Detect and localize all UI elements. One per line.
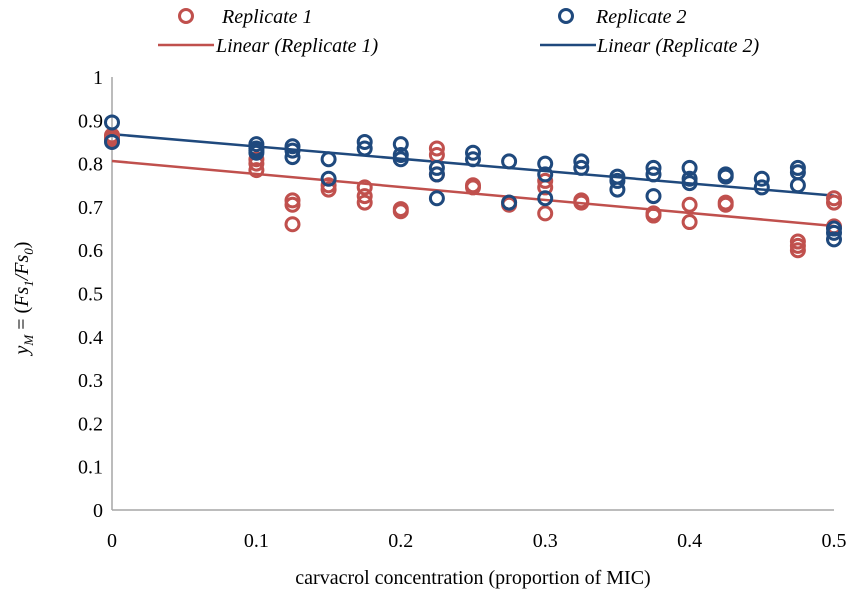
data-point-replicate-1	[826, 194, 842, 211]
data-point-replicate-2	[681, 159, 698, 176]
data-point-replicate-1	[537, 205, 554, 222]
data-point-replicate-2	[537, 190, 554, 207]
data-point-replicate-1	[320, 181, 337, 198]
data-point-replicate-2	[104, 114, 120, 131]
y-tick-label: 1	[93, 67, 103, 89]
data-point-replicate-1	[284, 196, 301, 213]
data-point-replicate-2	[428, 190, 445, 207]
data-point-replicate-2	[609, 172, 626, 189]
y-tick-label: 0.4	[78, 327, 103, 349]
data-point-replicate-1	[573, 194, 590, 211]
data-points	[104, 114, 842, 259]
data-point-replicate-1	[537, 172, 554, 189]
x-tick-label: 0.2	[388, 530, 413, 552]
data-point-replicate-2	[501, 153, 518, 170]
y-tick-label: 0.6	[78, 240, 103, 262]
y-tick-label: 0.2	[78, 413, 103, 435]
legend-marker-replicate-2	[558, 8, 574, 24]
data-point-replicate-2	[717, 168, 734, 185]
data-point-replicate-2	[537, 166, 554, 183]
data-point-replicate-2	[609, 181, 626, 198]
legend: Replicate 1 Replicate 2 Linear (Replicat…	[158, 6, 760, 57]
data-point-replicate-2	[392, 151, 409, 168]
y-tick-label: 0	[93, 500, 103, 522]
y-axis-title: yM = (Fs1/Fs0)	[11, 242, 36, 357]
data-point-replicate-2	[284, 149, 301, 166]
y-tick-label: 0.8	[78, 154, 103, 176]
data-point-replicate-1	[248, 162, 265, 179]
data-point-replicate-2	[284, 142, 301, 159]
legend-marker-replicate-1	[178, 8, 194, 24]
y-tick-label: 0.7	[78, 197, 103, 219]
data-point-replicate-2	[645, 188, 662, 205]
data-point-replicate-1	[789, 242, 806, 259]
data-point-replicate-2	[573, 159, 590, 176]
legend-label-replicate-2: Replicate 2	[595, 6, 687, 28]
data-point-replicate-2	[104, 133, 120, 150]
data-point-replicate-1	[356, 179, 373, 196]
x-axis-ticks: 0 0.1 0.2 0.3 0.4 0.5	[107, 530, 847, 552]
data-point-replicate-2	[465, 144, 481, 161]
data-point-replicate-1	[717, 196, 734, 213]
data-point-replicate-2	[320, 151, 337, 168]
data-point-replicate-2	[356, 133, 373, 150]
data-point-replicate-2	[537, 155, 554, 172]
legend-label-linear-replicate-1: Linear (Replicate 1)	[215, 35, 379, 57]
x-tick-label: 0.4	[677, 530, 702, 552]
data-point-replicate-1	[681, 214, 698, 231]
data-point-replicate-1	[356, 188, 373, 205]
x-tick-label: 0.3	[533, 530, 558, 552]
data-point-replicate-1	[428, 140, 445, 157]
data-point-replicate-2	[248, 144, 265, 161]
data-point-replicate-1	[645, 207, 662, 224]
data-point-replicate-2	[753, 170, 770, 187]
y-tick-label: 0.5	[78, 284, 103, 306]
data-point-replicate-2	[392, 136, 409, 153]
data-point-replicate-2	[645, 166, 662, 183]
data-point-replicate-1	[392, 203, 409, 220]
data-point-replicate-2	[320, 170, 337, 187]
data-point-replicate-2	[681, 175, 698, 192]
data-point-replicate-1	[284, 216, 301, 233]
data-point-replicate-1	[681, 196, 698, 213]
data-point-replicate-2	[465, 151, 481, 168]
data-point-replicate-2	[826, 231, 842, 248]
x-tick-label: 0	[107, 530, 117, 552]
data-point-replicate-1	[356, 194, 373, 211]
data-point-replicate-2	[428, 166, 445, 183]
data-point-replicate-1	[465, 179, 481, 196]
data-point-replicate-2	[501, 194, 518, 211]
x-axis-title: carvacrol concentration (proportion of M…	[295, 567, 650, 589]
data-point-replicate-2	[753, 179, 770, 196]
y-tick-label: 0.1	[78, 457, 103, 479]
legend-label-replicate-1: Replicate 1	[221, 6, 313, 28]
data-point-replicate-2	[789, 177, 806, 194]
y-tick-label: 0.9	[78, 110, 103, 132]
data-point-replicate-2	[428, 159, 445, 176]
x-tick-label: 0.1	[244, 530, 269, 552]
x-tick-label: 0.5	[822, 530, 847, 552]
y-axis-ticks: 0 0.1 0.2 0.3 0.4 0.5 0.6 0.7 0.8 0.9 1	[78, 67, 103, 522]
data-point-replicate-2	[573, 153, 590, 170]
data-point-replicate-2	[826, 224, 842, 241]
data-point-replicate-2	[645, 159, 662, 176]
y-tick-label: 0.3	[78, 370, 103, 392]
data-point-replicate-2	[356, 140, 373, 157]
legend-label-linear-replicate-2: Linear (Replicate 2)	[596, 35, 760, 57]
